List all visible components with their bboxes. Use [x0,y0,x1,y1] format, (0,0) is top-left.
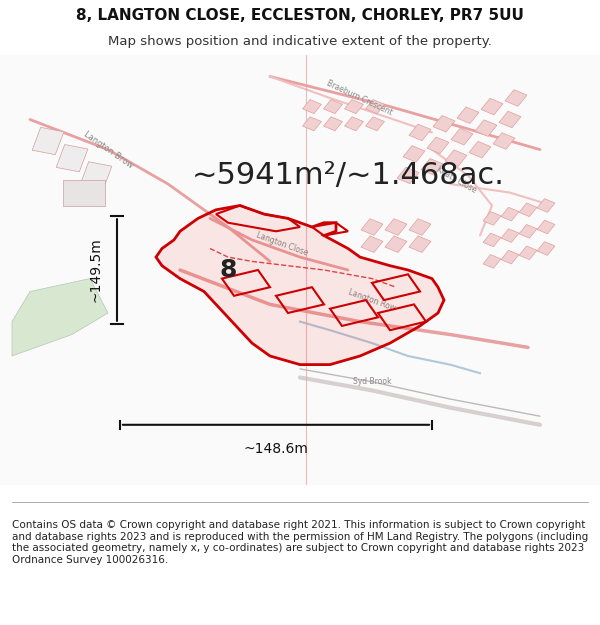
Bar [537,199,555,212]
Text: ~5941m²/~1.468ac.: ~5941m²/~1.468ac. [191,161,505,190]
Bar [397,167,419,184]
Bar [32,127,64,154]
Bar [445,150,467,166]
Bar [469,141,491,158]
Bar [302,117,322,131]
Bar [481,98,503,115]
Bar [519,203,537,217]
Text: Keats Close: Keats Close [434,165,478,194]
Text: Braeburn Crescent: Braeburn Crescent [326,79,394,118]
Bar [385,236,407,252]
Bar [519,224,537,238]
Bar [501,229,519,242]
Bar [421,159,443,175]
Polygon shape [156,206,444,364]
Bar [344,117,364,131]
Bar [409,219,431,235]
Text: Langton Close: Langton Close [255,231,309,258]
Text: 8: 8 [220,258,236,282]
Text: Syd Brook: Syd Brook [353,378,391,386]
Bar [365,117,385,131]
Polygon shape [12,279,108,356]
Bar [499,111,521,128]
Bar [505,90,527,106]
Bar [302,99,322,114]
Bar [433,116,455,132]
Bar [537,220,555,234]
Bar [457,107,479,124]
Bar [475,120,497,136]
Bar [365,99,385,114]
Text: ~148.6m: ~148.6m [244,442,308,456]
Bar [483,233,501,247]
Bar [519,246,537,259]
Bar [501,208,519,221]
Bar [361,219,383,235]
Bar [493,132,515,149]
Bar [80,162,112,189]
Bar [451,128,473,145]
Bar [427,137,449,154]
Bar [409,124,431,141]
Text: ~149.5m: ~149.5m [88,238,102,302]
Text: Langton Row: Langton Row [347,288,397,313]
Bar [483,254,501,268]
Bar [63,180,105,206]
Bar [361,236,383,252]
Bar [56,144,88,172]
Bar [323,99,343,114]
Bar [403,146,425,162]
Bar [409,236,431,252]
Bar [323,117,343,131]
Text: 8, LANGTON CLOSE, ECCLESTON, CHORLEY, PR7 5UU: 8, LANGTON CLOSE, ECCLESTON, CHORLEY, PR… [76,8,524,23]
Bar [385,219,407,235]
Bar [483,212,501,225]
Bar [344,99,364,114]
Bar [501,250,519,264]
Text: Contains OS data © Crown copyright and database right 2021. This information is : Contains OS data © Crown copyright and d… [12,520,588,565]
Text: Map shows position and indicative extent of the property.: Map shows position and indicative extent… [108,35,492,48]
Text: Langton Brow: Langton Brow [82,129,134,170]
Bar [537,242,555,255]
